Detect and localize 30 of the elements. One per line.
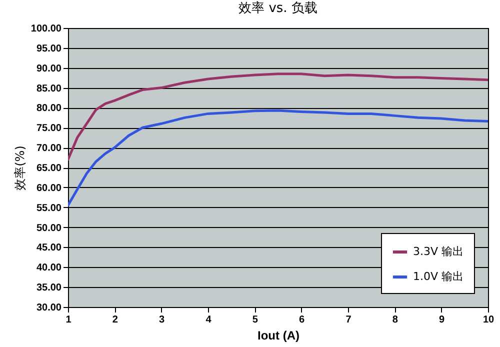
y-tick-label: 35.00: [36, 282, 62, 294]
y-tick-label: 40.00: [36, 262, 62, 274]
y-tick-label: 55.00: [36, 202, 62, 214]
legend-label: 3.3V 输出: [413, 245, 464, 258]
x-tick-label: 4: [206, 314, 212, 326]
y-tick-label: 45.00: [36, 242, 62, 254]
y-tick-label: 85.00: [36, 83, 62, 94]
x-tick-label: 1: [66, 314, 72, 326]
y-tick-label: 70.00: [36, 143, 62, 154]
y-tick-label: 80.00: [36, 103, 62, 114]
x-axis-title: Iout (A): [258, 328, 300, 342]
y-axis-title: 效率(%): [12, 146, 27, 190]
x-tick-label: 6: [299, 314, 306, 326]
x-tick-label: 3: [159, 314, 166, 326]
chart-title: 效率 vs. 负载: [238, 0, 318, 16]
y-tick-label: 65.00: [36, 163, 62, 174]
y-tick-label: 50.00: [36, 222, 62, 234]
y-tick-label: 90.00: [36, 63, 62, 74]
y-tick-label: 100.00: [30, 24, 62, 34]
x-tick-label: 9: [439, 314, 446, 326]
x-tick-label: 2: [112, 314, 118, 326]
x-tick-label: 5: [252, 314, 258, 326]
y-tick-label: 95.00: [36, 43, 62, 54]
x-tick-label: 7: [346, 314, 352, 326]
y-tick-label: 75.00: [36, 123, 62, 134]
x-tick-label: 10: [482, 314, 494, 326]
y-tick-label: 60.00: [36, 182, 62, 194]
legend-label: 1.0V 输出: [413, 270, 464, 283]
x-tick-label: 8: [392, 314, 398, 326]
y-tick-label: 30.00: [36, 302, 62, 314]
